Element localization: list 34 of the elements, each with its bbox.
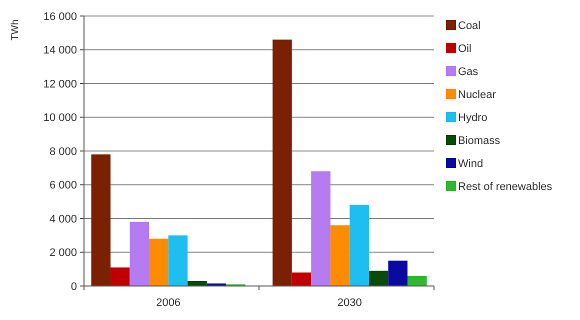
y-tick-label: 10 000 [43, 112, 77, 124]
y-tick-label: 0 [70, 280, 77, 293]
y-tick-label: 6 000 [49, 180, 77, 192]
y-tick-label: 12 000 [43, 78, 77, 90]
y-tick-label: 16 000 [43, 10, 77, 23]
bar [130, 222, 150, 286]
bar [368, 270, 388, 286]
bar [149, 238, 168, 286]
legend-label: Coal [458, 20, 481, 32]
bar [272, 40, 292, 286]
bar [388, 260, 408, 286]
bar [91, 154, 111, 286]
y-tick-label: 14 000 [43, 44, 77, 57]
bar [330, 225, 350, 286]
bar [311, 171, 330, 286]
bar [110, 267, 130, 286]
legend-label: Rest of renewables [458, 180, 553, 193]
bar [188, 280, 207, 286]
y-tick-label: 2 000 [49, 247, 77, 260]
legend-label: Wind [458, 158, 484, 170]
legend-label: Gas [458, 66, 479, 78]
y-tick-label: 8 000 [49, 146, 77, 158]
x-tick-label: 2030 [337, 297, 362, 309]
bar [168, 235, 188, 286]
bar [407, 276, 427, 286]
legend-label: Biomass [458, 134, 501, 147]
legend-label: Nuclear [458, 88, 496, 101]
legend-label: Oil [458, 42, 472, 55]
y-axis-title: TWh [10, 19, 21, 41]
x-tick-label: 2006 [156, 297, 181, 309]
legend-label: Hydro [458, 112, 488, 124]
bar [292, 272, 312, 286]
bar [350, 205, 369, 286]
y-tick-label: 4 000 [49, 213, 77, 226]
